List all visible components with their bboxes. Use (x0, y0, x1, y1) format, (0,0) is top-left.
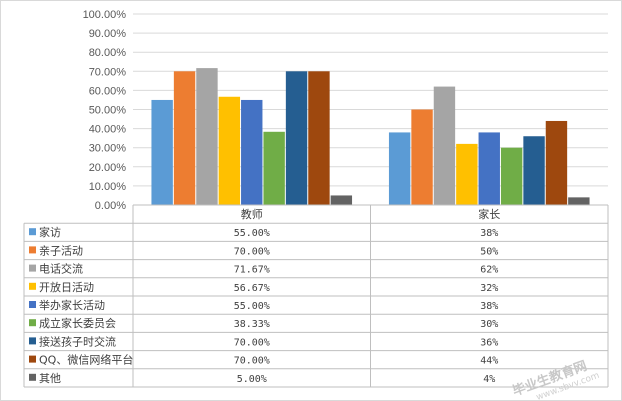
bar (285, 71, 308, 205)
bar (523, 136, 545, 205)
bar (196, 68, 218, 206)
category-label: 家长 (478, 207, 500, 221)
legend-label: QQ、微信网络平台 (39, 353, 133, 367)
bar (218, 96, 241, 205)
data-label: 30% (480, 319, 498, 330)
watermark: 毕业生教育网 www.sbvv.com (510, 358, 601, 401)
bar (433, 86, 456, 205)
bar (308, 71, 330, 205)
bar (478, 132, 500, 205)
y-tick-label: 90.00% (89, 28, 127, 40)
bar (500, 147, 523, 205)
data-label: 32% (480, 283, 498, 294)
legend-label: 电话交流 (39, 262, 83, 276)
data-label: 5.00% (237, 374, 267, 385)
y-tick-label: 60.00% (89, 85, 127, 97)
legend-swatch (29, 319, 36, 327)
bar (173, 71, 196, 205)
bars (151, 68, 590, 206)
bar (151, 99, 173, 205)
bar (241, 99, 263, 205)
bar (568, 197, 590, 205)
y-tick-label: 50.00% (89, 105, 127, 117)
data-label: 55.00% (234, 228, 270, 239)
data-label: 55.00% (234, 301, 270, 312)
legend-label: 亲子活动 (39, 243, 83, 257)
bar (411, 109, 433, 205)
data-label: 70.00% (234, 246, 270, 257)
y-tick-label: 70.00% (89, 66, 127, 78)
data-label: 38% (480, 301, 498, 312)
data-label: 70.00% (234, 356, 270, 367)
data-label: 70.00% (234, 337, 270, 348)
y-tick-label: 100.00% (83, 9, 127, 21)
y-tick-label: 10.00% (89, 181, 127, 193)
legend-label: 接送孩子时交流 (39, 334, 116, 348)
legend-swatch (29, 337, 36, 345)
legend-swatch (29, 264, 36, 272)
legend-label: 其他 (39, 372, 61, 385)
legend-swatch (29, 301, 36, 308)
bar (263, 131, 285, 205)
y-tick-label: 40.00% (89, 124, 127, 136)
data-label: 36% (480, 337, 498, 348)
data-label: 4% (483, 374, 495, 385)
data-label: 62% (480, 265, 498, 276)
data-label: 71.67% (234, 265, 270, 276)
data-label: 50% (480, 246, 498, 257)
bar (388, 132, 411, 205)
y-tick-label: 80.00% (89, 47, 127, 59)
bar (456, 143, 478, 205)
legend-swatch (29, 228, 36, 236)
bar (545, 120, 568, 205)
legend-swatch (29, 282, 36, 290)
y-tick-label: 30.00% (89, 143, 127, 155)
category-label: 教师 (241, 208, 263, 221)
data-label: 38.33% (234, 319, 270, 330)
legend-swatch (29, 355, 36, 363)
y-tick-label: 0.00% (95, 200, 126, 212)
legend-label: 家访 (39, 225, 61, 239)
data-label: 38% (480, 228, 498, 239)
data-label: 44% (480, 356, 498, 367)
legend-label: 开放日活动 (39, 280, 94, 294)
y-tick-label: 20.00% (89, 162, 127, 174)
legend-label: 举办家长活动 (39, 298, 105, 312)
data-label: 56.67% (234, 283, 270, 294)
y-axis-ticks: 0.00% 10.00% 20.00% 30.00% 40.00% 50.00% 60.00… (83, 9, 127, 212)
legend-swatch (29, 246, 36, 254)
legend-swatch (29, 373, 36, 381)
legend-label: 成立家长委员会 (39, 316, 116, 330)
bar (330, 195, 353, 205)
